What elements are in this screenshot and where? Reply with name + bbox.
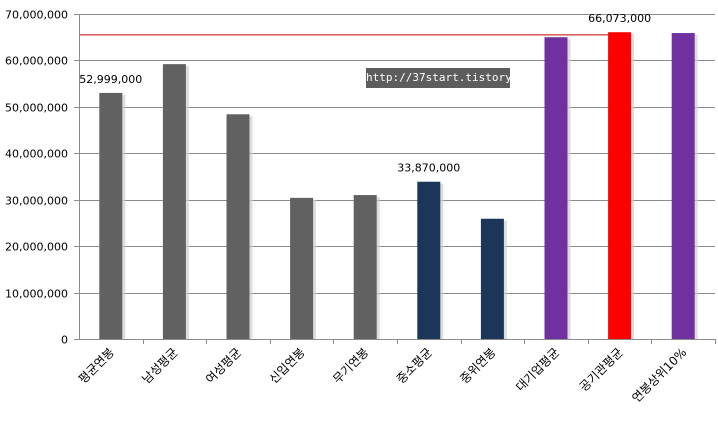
x-tick-label: 중소평균 [394, 345, 435, 386]
data-label: 33,870,000 [397, 162, 460, 175]
bar-남성평균 [162, 64, 186, 340]
x-tick-label: 공기관평균 [577, 345, 626, 394]
x-tick-label: 중위연봉 [457, 345, 498, 386]
y-tick-label: 0 [61, 334, 68, 347]
data-label: 66,073,000 [588, 12, 651, 25]
x-tick-label: 여성평균 [203, 345, 244, 386]
bar-대기업평균 [544, 37, 568, 339]
bar-중위연봉 [480, 218, 504, 339]
x-tick-label: 평균연봉 [76, 345, 117, 386]
watermark-label: http://37start.tistory.com [366, 68, 538, 88]
bar-무기연봉 [353, 195, 377, 339]
x-tick-label: 무기연봉 [330, 345, 371, 386]
x-tick-label: 신입연봉 [267, 345, 308, 386]
y-tick-label: 60,000,000 [5, 55, 68, 68]
data-label: 52,999,000 [79, 73, 142, 86]
bar-공기관평균 [608, 32, 632, 340]
y-tick-label: 10,000,000 [5, 288, 68, 301]
bar-신입연봉 [290, 197, 314, 339]
x-tick-label: 대기업평균 [513, 345, 562, 394]
bar-여성평균 [226, 114, 250, 340]
bar-연봉상위10% [671, 33, 695, 340]
axes [74, 14, 716, 344]
y-tick-label: 70,000,000 [5, 9, 68, 22]
x-tick-label: 연봉상위10% [629, 345, 689, 405]
y-tick-label: 40,000,000 [5, 148, 68, 161]
x-tick-label: 남성평균 [139, 345, 180, 386]
bar-평균연봉 [99, 92, 123, 339]
y-tick-label: 20,000,000 [5, 241, 68, 254]
bars [99, 32, 698, 340]
y-tick-label: 30,000,000 [5, 195, 68, 208]
y-tick-label: 50,000,000 [5, 102, 68, 115]
bar-중소평균 [417, 181, 441, 339]
